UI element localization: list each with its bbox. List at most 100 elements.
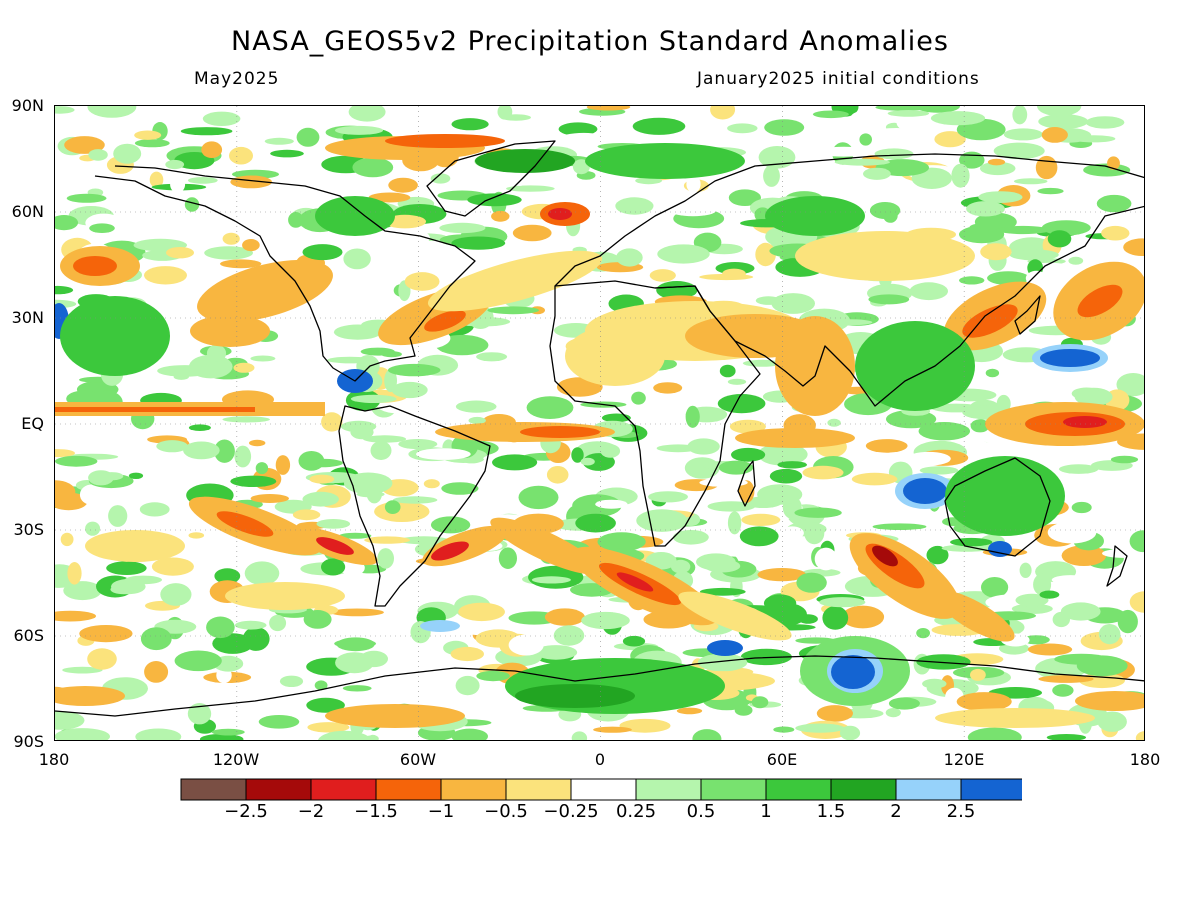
- anomaly-speckle: [710, 106, 736, 120]
- anomaly-speckle: [321, 558, 346, 576]
- anomaly-region: [1040, 349, 1100, 367]
- anomaly-speckle: [314, 680, 328, 691]
- anomaly-speckle: [134, 139, 170, 148]
- anomaly-speckle: [350, 394, 397, 403]
- anomaly-speckle: [441, 482, 479, 495]
- anomaly-speckle: [794, 507, 842, 518]
- colorbar-label: −1.5: [354, 801, 398, 822]
- colorbar-swatch: [245, 778, 312, 801]
- lat-label-30s: 30S: [13, 520, 44, 539]
- anomaly-speckle: [1096, 194, 1132, 213]
- anomaly-speckle: [962, 405, 999, 419]
- anomaly-speckle: [697, 653, 748, 672]
- anomaly-speckle: [498, 547, 517, 569]
- anomaly-speckle: [187, 177, 218, 184]
- lon-label-60w: 60W: [399, 750, 437, 769]
- anomaly-speckle: [188, 532, 205, 539]
- lat-label-90n: 90N: [11, 96, 44, 115]
- anomaly-speckle: [430, 173, 451, 184]
- anomaly-speckle: [731, 447, 766, 462]
- lon-label-60e: 60E: [766, 750, 798, 769]
- anomaly-speckle: [980, 243, 1012, 261]
- lon-label-120w: 120W: [212, 750, 260, 769]
- anomaly-speckle: [926, 545, 949, 565]
- anomaly-region: [1063, 416, 1107, 428]
- anomaly-speckle: [649, 269, 676, 282]
- colorbar-swatch: [310, 778, 377, 801]
- anomaly-speckle: [149, 171, 164, 188]
- anomaly-speckle: [79, 484, 104, 505]
- anomaly-speckle: [1033, 573, 1052, 596]
- anomaly-region: [565, 326, 665, 386]
- anomaly-speckle: [849, 111, 877, 128]
- anomaly-region: [60, 296, 170, 376]
- anomaly-speckle: [455, 675, 480, 696]
- anomaly-region: [585, 143, 745, 179]
- lon-label-180w: 180: [38, 750, 70, 769]
- anomaly-speckle: [157, 365, 213, 377]
- forecast-month: May2025: [194, 69, 280, 89]
- anomaly-speckle: [187, 703, 212, 725]
- anomaly-speckle: [1035, 155, 1058, 180]
- anomaly-region: [935, 708, 1095, 728]
- anomaly-speckle: [716, 549, 761, 557]
- anomaly-speckle: [458, 602, 505, 622]
- anomaly-speckle: [888, 697, 920, 710]
- coastline-new-zealand: [1106, 545, 1128, 587]
- anomaly-speckle: [202, 111, 241, 126]
- anomaly-speckle: [1019, 562, 1032, 578]
- anomaly-region: [73, 256, 117, 276]
- anomaly-speckle: [451, 118, 489, 131]
- anomaly-speckle: [392, 496, 438, 504]
- anomaly-speckle: [1009, 249, 1059, 261]
- anomaly-speckle: [1013, 178, 1048, 185]
- anomaly-speckle: [87, 106, 137, 118]
- anomaly-speckle: [906, 451, 951, 466]
- anomaly-region: [945, 456, 1065, 536]
- anomaly-region: [420, 620, 460, 632]
- colorbar-swatch: [505, 778, 572, 801]
- anomaly-region: [424, 310, 466, 332]
- lat-label-60n: 60N: [11, 202, 44, 221]
- anomaly-speckle: [941, 544, 992, 552]
- anomaly-speckle: [719, 364, 736, 378]
- anomaly-speckle: [535, 372, 550, 390]
- anomaly-speckle: [451, 236, 506, 250]
- anomaly-speckle: [180, 127, 233, 136]
- anomaly-speckle: [156, 440, 188, 453]
- anomaly-regions: [55, 134, 1144, 728]
- anomaly-speckle: [727, 123, 758, 134]
- colorbar-label: 0.5: [686, 801, 716, 822]
- anomaly-speckle: [755, 242, 776, 267]
- anomaly-speckle: [600, 231, 643, 249]
- anomaly-speckle: [360, 347, 395, 356]
- anomaly-speckle: [653, 382, 683, 394]
- anomaly-speckle: [201, 141, 223, 158]
- coastline-japan: [1014, 295, 1041, 335]
- anomaly-speckle: [309, 474, 335, 484]
- anomaly-speckle: [430, 516, 471, 534]
- anomaly-speckle: [292, 509, 321, 521]
- anomaly-speckle: [250, 494, 289, 503]
- anomaly-speckle: [398, 439, 438, 450]
- anomaly-speckle: [686, 175, 701, 193]
- anomaly-speckle: [356, 491, 385, 498]
- anomaly-region: [216, 511, 274, 537]
- anomaly-speckle: [1027, 643, 1073, 656]
- anomaly-region: [520, 426, 600, 438]
- anomaly-speckle: [978, 191, 1023, 203]
- anomaly-speckle: [773, 726, 795, 733]
- anomaly-speckle: [657, 479, 670, 489]
- anomaly-speckle: [222, 416, 270, 423]
- colorbar-label: 2: [890, 801, 902, 822]
- anomaly-speckle: [1039, 590, 1060, 599]
- anomaly-speckle: [582, 453, 615, 471]
- anomaly-region: [735, 428, 855, 448]
- precipitation-anomaly-map: [54, 105, 1145, 741]
- anomaly-speckle: [757, 443, 808, 466]
- anomaly-speckle: [970, 668, 986, 681]
- anomaly-speckle: [302, 491, 339, 507]
- anomaly-speckle: [930, 111, 986, 126]
- anomaly-speckle: [302, 244, 343, 261]
- anomaly-speckle: [242, 626, 270, 651]
